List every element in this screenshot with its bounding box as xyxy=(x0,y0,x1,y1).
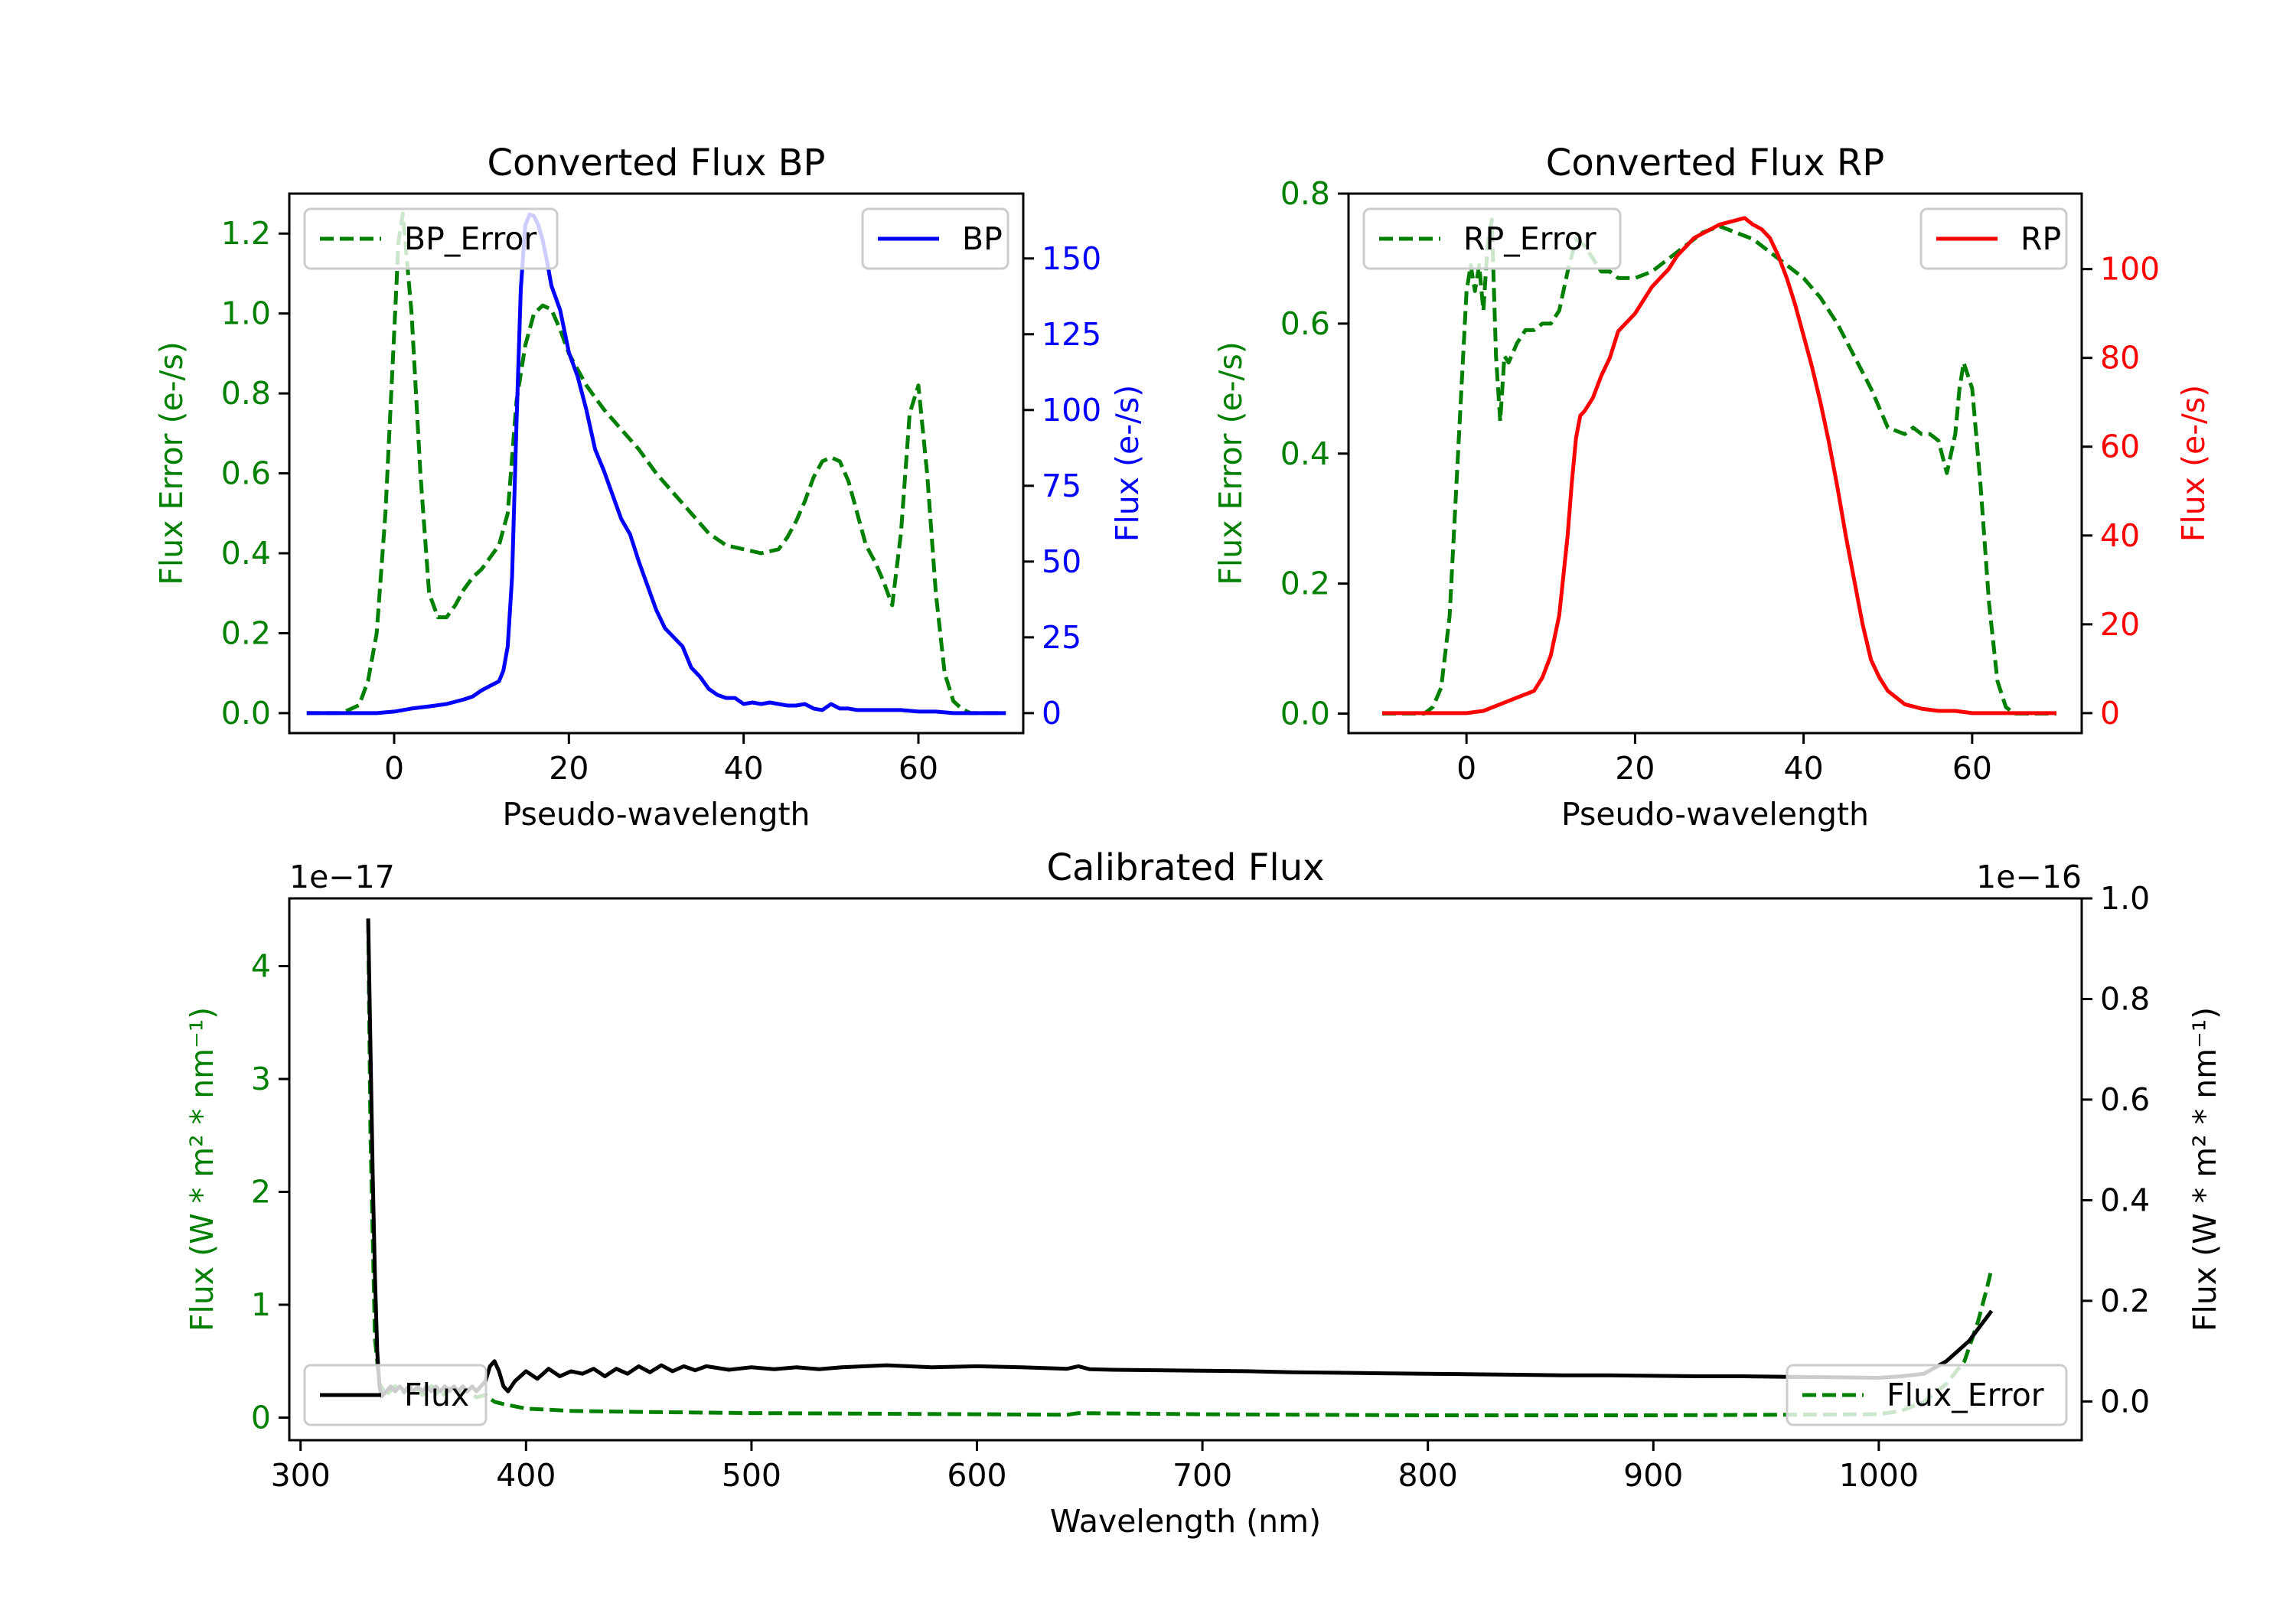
chart-bp: 0 20 40 60 0.0 0.2 0.4 0.6 0.8 1.0 1.2 0 25 50 75 100 12… xyxy=(153,142,1146,833)
legend-box xyxy=(303,1364,488,1426)
y-right-tick-label: 80 xyxy=(2100,340,2140,376)
y-right-tick-label: 25 xyxy=(1042,619,1081,656)
y-right-tick-label: 60 xyxy=(2100,429,2140,465)
y-left-axis-label: Flux Error (e-/s) xyxy=(153,341,190,585)
x-tick-label: 1000 xyxy=(1839,1457,1919,1494)
y-right-tick-label: 1.0 xyxy=(2100,880,2150,917)
legend-bp_error: BP_Error xyxy=(303,207,559,270)
x-tick-label: 500 xyxy=(722,1457,781,1494)
y-left-tick-label: 3 xyxy=(251,1061,271,1097)
y-left-tick-label: 0.4 xyxy=(1280,435,1330,472)
x-tick-label: 40 xyxy=(724,750,764,787)
x-tick-label: 40 xyxy=(1784,750,1824,787)
y-right-tick-label: 0 xyxy=(2100,695,2120,732)
y-left-tick-label: 0.4 xyxy=(221,535,271,572)
x-tick-label: 800 xyxy=(1398,1457,1458,1494)
legend-rp: RP xyxy=(1919,207,2068,270)
series-group xyxy=(366,918,1994,1417)
y-left-tick-label: 0.8 xyxy=(221,375,271,412)
chart-title: Converted Flux RP xyxy=(1546,142,1884,184)
series-line-bp xyxy=(306,212,1006,715)
legend-flux_error: Flux_Error xyxy=(1786,1364,2068,1426)
series-group xyxy=(306,211,1006,715)
y-left-tick-label: 0.6 xyxy=(221,455,271,492)
x-tick-label: 400 xyxy=(496,1457,556,1494)
y-left-tick-label: 0.8 xyxy=(1280,175,1330,212)
legend-label: RP xyxy=(2020,220,2061,257)
x-tick-label: 20 xyxy=(549,750,589,787)
x-tick-label: 60 xyxy=(899,750,938,787)
y-right-tick-label: 0 xyxy=(1042,695,1062,732)
y-left-tick-label: 0.6 xyxy=(1280,305,1330,342)
y-right-axis-label: Flux (e-/s) xyxy=(1109,385,1146,542)
x-tick-label: 900 xyxy=(1623,1457,1683,1494)
series-group xyxy=(1382,216,2056,715)
y-left-tick-label: 1.2 xyxy=(221,215,271,252)
y-right-tick-label: 0.8 xyxy=(2100,980,2150,1017)
y-right-tick-label: 0.6 xyxy=(2100,1081,2150,1118)
chart-title: Calibrated Flux xyxy=(1046,846,1324,889)
y-left-tick-label: 0.0 xyxy=(1280,696,1330,732)
x-axis-label: Pseudo-wavelength xyxy=(502,796,810,833)
legend-box xyxy=(1362,207,1622,270)
series-line-rp xyxy=(1382,216,2056,715)
x-tick-label: 600 xyxy=(947,1457,1006,1494)
series-line-flux xyxy=(366,918,1994,1399)
series-line-bp_error xyxy=(306,211,1006,715)
y-left-tick-label: 0 xyxy=(251,1400,271,1436)
x-tick-label: 700 xyxy=(1172,1457,1232,1494)
y-left-tick-label: 1 xyxy=(251,1286,271,1323)
y-right-tick-label: 0.2 xyxy=(2100,1283,2150,1319)
plot-frame xyxy=(1347,192,2083,735)
x-tick-label: 60 xyxy=(1952,750,1992,787)
legend-flux: Flux xyxy=(303,1364,488,1426)
legend-box xyxy=(1786,1364,2068,1426)
y-left-offset-label: 1e−17 xyxy=(289,859,395,895)
plot-frame xyxy=(288,897,2083,1442)
series-line-rp_error xyxy=(1382,217,2056,715)
legend-rp_error: RP_Error xyxy=(1362,207,1622,270)
y-right-tick-label: 0.0 xyxy=(2100,1383,2150,1420)
y-right-tick-label: 0.4 xyxy=(2100,1182,2150,1218)
y-right-tick-label: 150 xyxy=(1042,240,1101,277)
y-left-axis-label: Flux Error (e-/s) xyxy=(1212,341,1249,585)
y-left-axis-label: Flux (W * m² * nm⁻¹) xyxy=(184,1007,220,1332)
y-left-tick-label: 4 xyxy=(251,948,271,985)
y-right-tick-label: 75 xyxy=(1042,468,1081,504)
y-right-axis-label: Flux (W * m² * nm⁻¹) xyxy=(2187,1007,2223,1332)
y-right-tick-label: 100 xyxy=(1042,392,1101,429)
y-right-tick-label: 100 xyxy=(2100,251,2160,288)
legend-label: BP xyxy=(962,220,1003,257)
chart-title: Converted Flux BP xyxy=(488,142,826,184)
plot-frame xyxy=(288,192,1025,735)
x-axis-label: Pseudo-wavelength xyxy=(1561,796,1869,833)
x-axis-label: Wavelength (nm) xyxy=(1050,1503,1321,1540)
y-right-offset-label: 1e−16 xyxy=(1976,859,2082,895)
legend-bp: BP xyxy=(861,207,1009,270)
x-tick-label: 0 xyxy=(1456,750,1476,787)
y-left-tick-label: 2 xyxy=(251,1174,271,1211)
chart-rp: 0 20 40 60 0.0 0.2 0.4 0.6 0.8 0 20 40 60 80 100 Conver… xyxy=(1212,142,2212,833)
y-right-tick-label: 40 xyxy=(2100,517,2140,554)
y-right-tick-label: 20 xyxy=(2100,606,2140,643)
y-right-axis-label: Flux (e-/s) xyxy=(2175,385,2212,542)
x-tick-label: 300 xyxy=(271,1457,331,1494)
x-tick-label: 0 xyxy=(384,750,404,787)
y-left-tick-label: 0.2 xyxy=(221,614,271,651)
legend-label: Flux_Error xyxy=(1887,1377,2044,1413)
y-right-tick-label: 125 xyxy=(1042,316,1101,353)
legend-box xyxy=(303,207,559,270)
y-left-tick-label: 1.0 xyxy=(221,295,271,332)
y-left-tick-label: 0.0 xyxy=(221,695,271,732)
chart-cal: 300 400 500 600 700 800 900 1000 0 1 2 3 4 0.0 0.2 0.4 0… xyxy=(184,846,2223,1540)
series-line-flux_error xyxy=(366,921,1994,1417)
legend-label: RP_Error xyxy=(1463,220,1596,257)
legend-label: BP_Error xyxy=(404,220,536,257)
legend-label: Flux xyxy=(404,1377,469,1413)
x-tick-label: 20 xyxy=(1615,750,1655,787)
y-left-tick-label: 0.2 xyxy=(1280,566,1330,602)
y-right-tick-label: 50 xyxy=(1042,543,1081,580)
